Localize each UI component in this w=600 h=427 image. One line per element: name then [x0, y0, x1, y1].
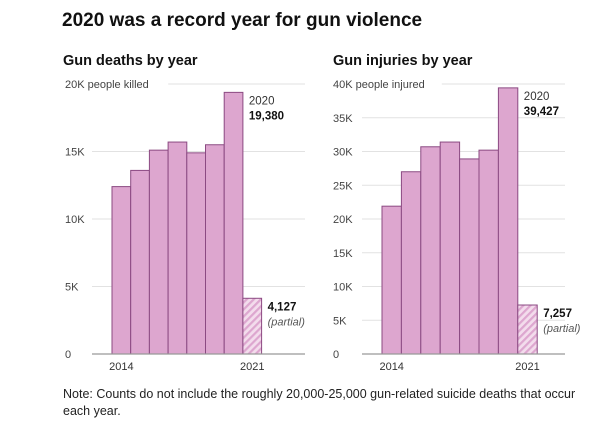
- injuries-annotation-value: 39,427: [524, 106, 559, 118]
- injuries-ytick-label: 5K: [333, 315, 347, 327]
- injuries-ytick-label: 15K: [333, 248, 353, 260]
- injuries-chart: 0 5K 10K 15K 20K 25K 30K 35K 40K people injured 2…: [333, 79, 581, 373]
- injuries-bar-2019: [478, 149, 499, 355]
- deaths-annotation-year: 2020: [249, 95, 275, 107]
- deaths-annotation-value: 4,127: [268, 301, 297, 313]
- injuries-ytick-label: 35K: [333, 113, 353, 125]
- deaths-bar-2018: [186, 152, 207, 355]
- injuries-ytick-label: 40K people injured: [333, 79, 425, 91]
- injuries-bar-2014: [381, 205, 402, 355]
- deaths-chart: 0 5K 10K 15K 20K people killed 2014 2021 2020 19…: [65, 79, 305, 373]
- injuries-ytick-label: 30K: [333, 147, 353, 159]
- deaths-bar-2020: [223, 91, 244, 355]
- injuries-bar-2020: [497, 87, 519, 355]
- injuries-bar-2016: [420, 146, 441, 355]
- deaths-annotation-value: 19,380: [249, 110, 284, 122]
- deaths-chart-title: Gun deaths by year: [63, 53, 198, 69]
- deaths-bar-2016: [148, 149, 169, 355]
- injuries-annotation-value: 7,257: [543, 308, 572, 320]
- injuries-xtick-label: 2014: [379, 361, 403, 373]
- injuries-bar-2015: [400, 171, 422, 355]
- deaths-bar-2015: [130, 169, 150, 355]
- footnote: Note: Counts do not include the roughly …: [63, 387, 576, 418]
- injuries-ytick-label: 25K: [333, 180, 353, 192]
- injuries-ytick-label: 20K: [333, 214, 353, 226]
- injuries-annotation-note: (partial): [543, 323, 581, 335]
- deaths-bar-2014: [111, 186, 132, 355]
- injuries-bar-2017: [439, 141, 461, 355]
- injuries-bar-2021: [517, 304, 538, 355]
- deaths-ytick-label: 0: [65, 349, 71, 361]
- deaths-bar-2019: [205, 144, 225, 355]
- deaths-bar-2017: [167, 141, 188, 355]
- deaths-annotation-note: (partial): [268, 316, 306, 328]
- deaths-ytick-label: 10K: [65, 214, 85, 226]
- deaths-xtick-label: 2021: [240, 361, 264, 373]
- injuries-xtick-label: 2021: [515, 361, 539, 373]
- chart-title: 2020 was a record year for gun violence: [62, 10, 423, 31]
- deaths-xtick-label: 2014: [109, 361, 133, 373]
- deaths-ytick-label: 20K people killed: [65, 79, 149, 91]
- injuries-bar-2018: [459, 158, 480, 355]
- injuries-ytick-label: 10K: [333, 282, 353, 294]
- injuries-ytick-label: 0: [333, 349, 339, 361]
- deaths-bar-2021: [242, 297, 263, 355]
- deaths-ytick-label: 5K: [65, 282, 79, 294]
- deaths-ytick-label: 15K: [65, 147, 85, 159]
- injuries-chart-title: Gun injuries by year: [333, 53, 473, 69]
- injuries-annotation-year: 2020: [524, 91, 550, 103]
